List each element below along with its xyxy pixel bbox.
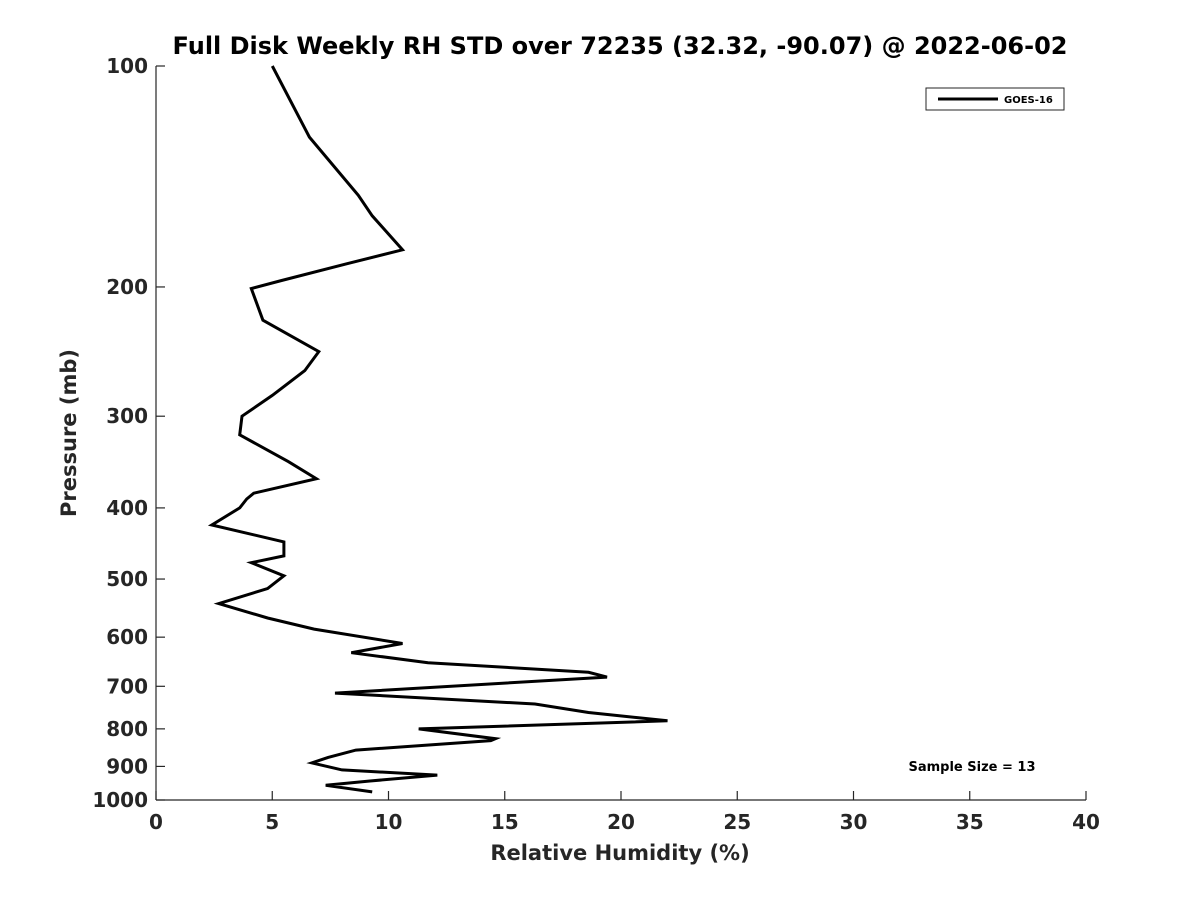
y-tick-label: 300 bbox=[106, 404, 148, 428]
y-tick-label: 1000 bbox=[92, 788, 148, 812]
x-tick-label: 15 bbox=[491, 810, 519, 834]
y-tick-label: 700 bbox=[106, 674, 148, 698]
y-tick-label: 100 bbox=[106, 54, 148, 78]
series-line-goes-16 bbox=[207, 65, 668, 794]
series-layer bbox=[207, 65, 668, 794]
plot-area: 0 5 10 15 20 25 30 35 40 100 200 300 400 500 600 700 80… bbox=[92, 54, 1100, 834]
x-tick-label: 30 bbox=[840, 810, 868, 834]
legend-entry-goes-16: GOES-16 bbox=[1004, 95, 1053, 106]
sample-size-annotation: Sample Size = 13 bbox=[908, 760, 1035, 775]
y-tick-label: 200 bbox=[106, 275, 148, 299]
x-axis-label: Relative Humidity (%) bbox=[490, 841, 749, 865]
legend: GOES-16 bbox=[925, 87, 1065, 111]
y-axis-ticks: 100 200 300 400 500 600 700 800 900 1000 bbox=[92, 54, 165, 812]
y-tick-label: 600 bbox=[106, 625, 148, 649]
x-tick-label: 35 bbox=[956, 810, 984, 834]
x-tick-label: 25 bbox=[723, 810, 751, 834]
y-tick-label: 500 bbox=[106, 567, 148, 591]
x-tick-label: 20 bbox=[607, 810, 635, 834]
y-tick-label: 900 bbox=[106, 754, 148, 778]
y-axis-label: Pressure (mb) bbox=[57, 349, 81, 517]
chart-title: Full Disk Weekly RH STD over 72235 (32.3… bbox=[173, 32, 1068, 60]
x-tick-label: 40 bbox=[1072, 810, 1100, 834]
x-tick-label: 0 bbox=[149, 810, 163, 834]
x-tick-label: 10 bbox=[375, 810, 403, 834]
y-tick-label: 400 bbox=[106, 496, 148, 520]
x-tick-label: 5 bbox=[265, 810, 279, 834]
y-tick-label: 800 bbox=[106, 717, 148, 741]
x-axis-ticks: 0 5 10 15 20 25 30 35 40 bbox=[149, 791, 1100, 834]
